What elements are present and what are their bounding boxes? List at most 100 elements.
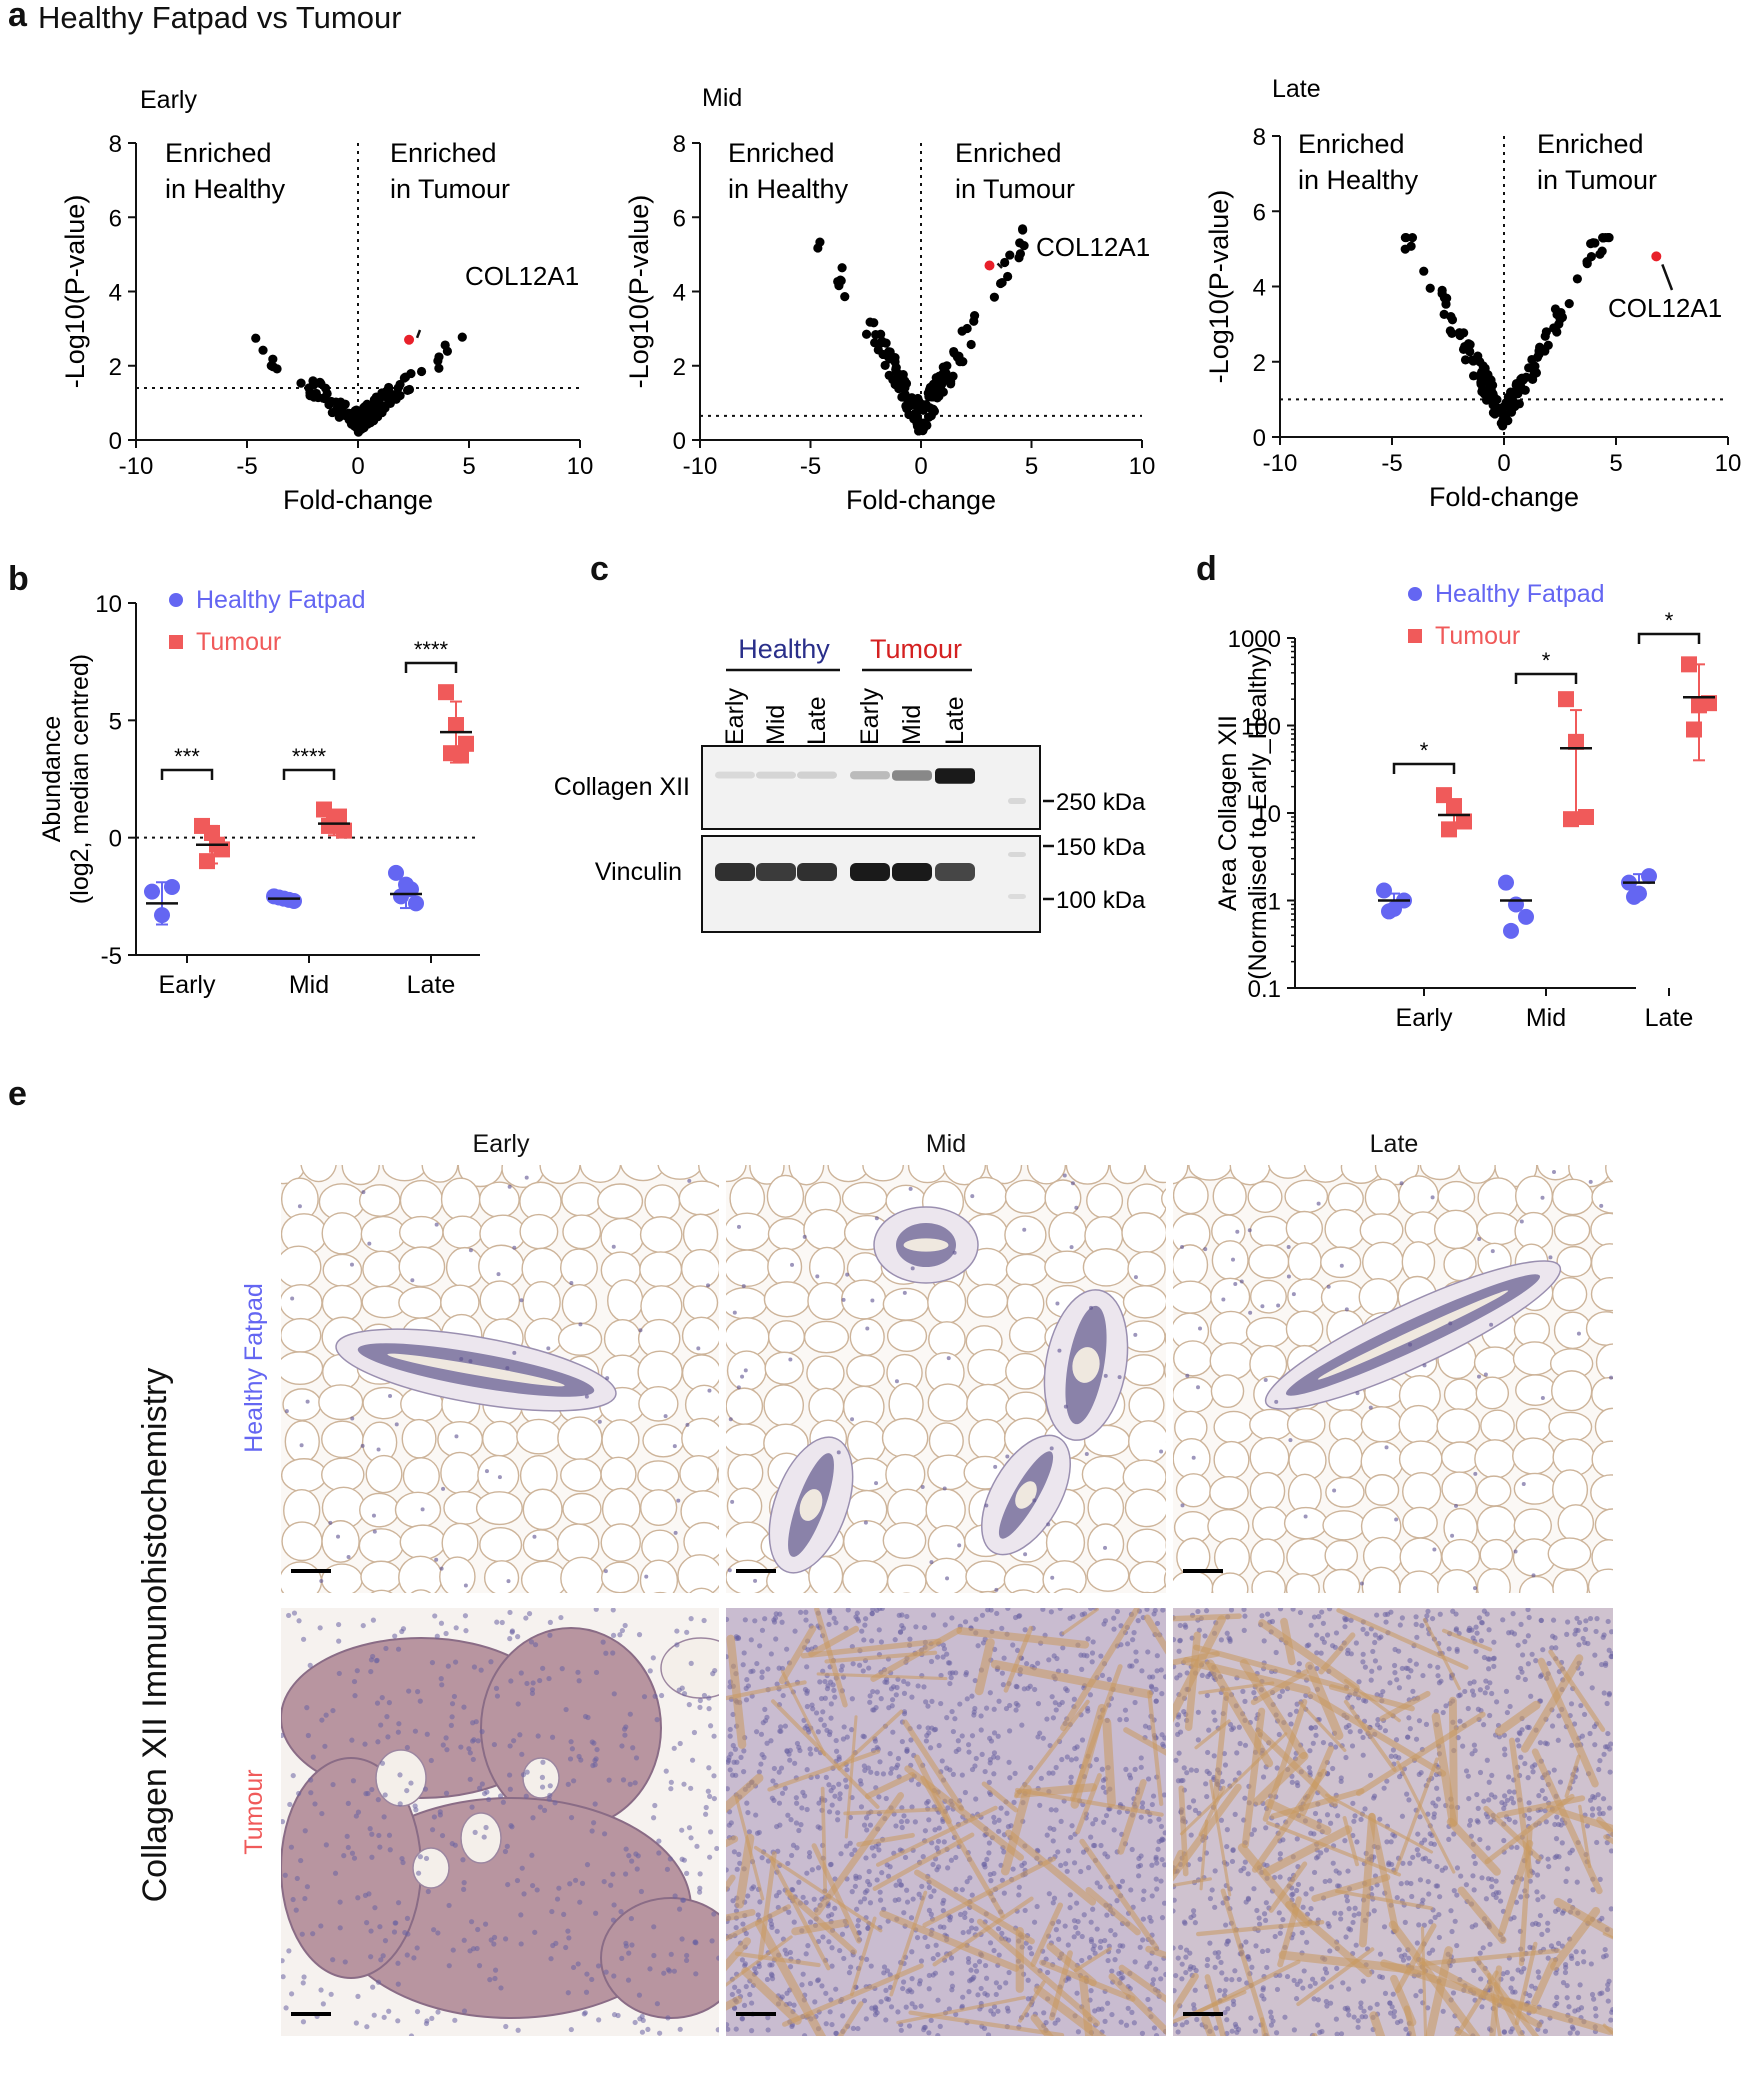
nucleus — [623, 1871, 628, 1876]
micrograph-healthy-early — [281, 1165, 719, 1593]
nucleus — [1139, 1668, 1144, 1673]
nucleus — [668, 1786, 673, 1791]
nucleus — [1587, 1731, 1592, 1736]
enriched-tumour-label-2: in Tumour — [955, 174, 1075, 204]
nucleus — [773, 1615, 778, 1620]
nucleus — [1346, 1906, 1351, 1911]
nucleus — [919, 2003, 924, 2008]
nucleus — [1361, 2009, 1366, 2014]
adipocyte — [639, 1387, 678, 1421]
nucleus — [1362, 1806, 1367, 1811]
x-axis-label: Fold-change — [846, 485, 996, 515]
volcano-point — [1542, 327, 1551, 336]
nucleus — [508, 1185, 512, 1189]
volcano-point — [1455, 328, 1464, 337]
nucleus — [1370, 1649, 1375, 1654]
nucleus — [1072, 1934, 1077, 1939]
nucleus — [795, 1741, 800, 1746]
nucleus — [408, 1780, 413, 1785]
nucleus — [1369, 1678, 1374, 1683]
nucleus — [385, 1734, 390, 1739]
nucleus — [1237, 1977, 1242, 1982]
adipocyte — [480, 1182, 520, 1217]
nucleus — [1111, 1616, 1116, 1621]
nucleus — [1530, 1764, 1535, 1769]
nucleus — [571, 1965, 576, 1970]
scale-bar — [291, 1569, 331, 1573]
nucleus — [441, 1742, 446, 1747]
nucleus — [797, 1748, 802, 1753]
significance-label: **** — [414, 637, 449, 662]
nucleus — [347, 1555, 351, 1559]
nucleus — [1382, 1924, 1387, 1929]
nucleus — [953, 1251, 957, 1255]
adipocyte — [726, 1213, 770, 1250]
nucleus — [905, 1899, 910, 1904]
nucleus — [1551, 1618, 1556, 1623]
volcano-point — [1466, 340, 1475, 349]
nucleus — [702, 1693, 707, 1698]
nucleus — [1188, 1915, 1193, 1920]
nucleus — [774, 1893, 779, 1898]
nucleus — [1138, 1945, 1143, 1950]
nucleus — [1035, 1661, 1040, 1666]
nucleus — [1004, 1811, 1009, 1816]
adipocyte — [1442, 1472, 1476, 1505]
nucleus — [361, 1623, 366, 1628]
nucleus — [1145, 1997, 1150, 2002]
adipocyte — [929, 1322, 965, 1357]
nucleus — [1068, 1835, 1073, 1840]
nucleus — [1073, 1925, 1078, 1930]
nucleus — [1032, 1687, 1037, 1692]
lane-label: Early — [721, 688, 749, 745]
nucleus — [744, 1801, 749, 1806]
volcano-point — [892, 367, 901, 376]
adipocyte — [1083, 1249, 1129, 1286]
nucleus — [1398, 1622, 1403, 1627]
nucleus — [1501, 1838, 1506, 1843]
adipocyte — [563, 1215, 600, 1249]
nucleus — [1575, 2030, 1580, 2035]
nucleus — [1361, 1753, 1366, 1758]
nucleus — [429, 2016, 434, 2021]
nucleus — [931, 1888, 936, 1893]
nucleus — [336, 1535, 340, 1539]
nucleus — [884, 1796, 889, 1801]
nucleus — [1153, 1699, 1158, 1704]
nucleus — [633, 1780, 638, 1785]
nucleus — [301, 1980, 306, 1985]
y-tick-label: 6 — [673, 205, 686, 232]
nucleus — [1213, 1950, 1218, 1955]
nucleus — [1130, 1847, 1135, 1852]
nucleus — [734, 1925, 739, 1930]
adipocyte — [1435, 1210, 1477, 1248]
nucleus — [655, 2001, 660, 2006]
adipocyte — [281, 1285, 322, 1321]
nucleus — [1415, 1831, 1420, 1836]
nucleus — [1467, 1626, 1472, 1631]
nucleus — [728, 1727, 733, 1732]
nucleus — [444, 1791, 449, 1796]
adipocyte — [1516, 1375, 1556, 1405]
nucleus — [350, 1263, 354, 1267]
healthy-point — [1498, 875, 1514, 891]
nucleus — [941, 1898, 946, 1903]
nucleus — [1399, 1881, 1404, 1886]
nucleus — [1192, 1456, 1196, 1460]
volcano-point — [258, 346, 267, 355]
nucleus — [1252, 1827, 1257, 1832]
nucleus — [1017, 1885, 1022, 1890]
nucleus — [893, 1898, 898, 1903]
nucleus — [794, 1801, 799, 1806]
nucleus — [1472, 1887, 1477, 1892]
nucleus — [1063, 1173, 1067, 1177]
nucleus — [461, 1705, 466, 1710]
nucleus — [888, 1751, 893, 1756]
nucleus — [842, 1298, 846, 1302]
nucleus — [741, 1748, 746, 1753]
nucleus — [1498, 1898, 1503, 1903]
gland-lumen — [461, 1813, 501, 1863]
nucleus — [900, 1739, 905, 1744]
volcano-point — [1438, 286, 1447, 295]
nucleus — [830, 1802, 835, 1807]
